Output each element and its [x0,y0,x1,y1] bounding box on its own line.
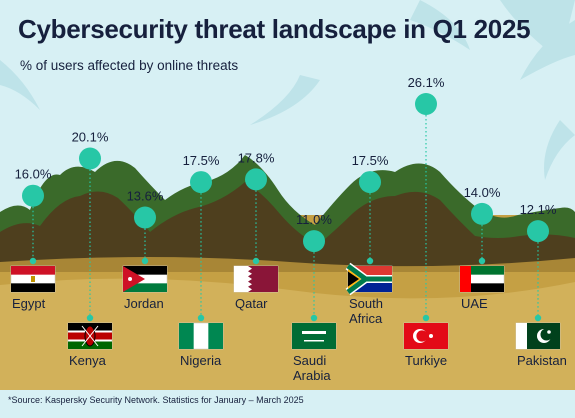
leader-end-dot-nigeria [197,314,205,322]
palm-leaves-decoration [0,0,575,180]
value-label-saudi-arabia: 11.0% [296,212,332,227]
country-label-kenya: Kenya [69,353,107,368]
pakistan-flag-icon [515,322,561,350]
country-label-saudi-arabia: Saudi Arabia [293,353,331,383]
country-label-nigeria: Nigeria [180,353,222,368]
jordan-flag-icon [122,265,168,293]
nigeria-flag-icon [178,322,224,350]
uae-flag-icon [459,265,505,293]
data-point-kenya [79,147,101,170]
leader-end-dot-kenya [86,314,94,322]
kenya-flag-icon [67,322,113,350]
country-label-jordan: Jordan [124,296,164,311]
egypt-flag-icon [10,265,56,293]
data-point-pakistan [527,220,549,243]
value-label-uae: 14.0% [464,185,501,200]
data-point-nigeria [190,171,212,194]
leader-end-dot-qatar [252,257,260,265]
hills-dark-layer [0,182,575,268]
leader-end-dot-pakistan [534,314,542,322]
chart-subtitle: % of users affected by online threats [20,58,239,73]
leader-end-dot-egypt [29,257,37,265]
value-label-south-africa: 17.5% [352,153,389,168]
data-point-turkiye [415,93,437,116]
leader-end-dot-south-africa [366,257,374,265]
leader-end-dot-uae [478,257,486,265]
value-label-pakistan: 12.1% [520,202,557,217]
value-label-kenya: 20.1% [72,129,109,144]
turkiye-flag-icon [403,322,449,350]
saudi-arabia-flag-icon [291,322,337,350]
value-label-turkiye: 26.1% [408,75,445,90]
value-label-egypt: 16.0% [15,167,52,182]
source-note: *Source: Kaspersky Security Network. Sta… [8,395,304,405]
country-label-turkiye: Turkiye [405,353,447,368]
sand-highlight [0,278,575,390]
country-label-uae: UAE [461,296,488,311]
country-label-qatar: Qatar [235,296,268,311]
value-label-qatar: 17.8% [238,150,275,165]
chart-title: Cybersecurity threat landscape in Q1 202… [18,14,531,44]
data-point-uae [471,202,493,225]
leader-end-dot-saudi-arabia [310,314,318,322]
data-point-egypt [22,184,44,207]
value-label-nigeria: 17.5% [183,153,220,168]
data-point-south-africa [359,171,381,194]
data-point-saudi-arabia [303,230,325,253]
country-label-south-africa: South Africa [349,296,383,326]
leader-end-dot-turkiye [422,314,430,322]
qatar-flag-icon [233,265,279,293]
country-label-pakistan: Pakistan [517,353,567,368]
leader-end-dot-jordan [141,257,149,265]
value-label-jordan: 13.6% [127,189,164,204]
south-africa-flag-icon [345,262,393,296]
country-label-egypt: Egypt [12,296,46,311]
data-point-jordan [134,206,156,229]
data-point-qatar [245,168,267,191]
